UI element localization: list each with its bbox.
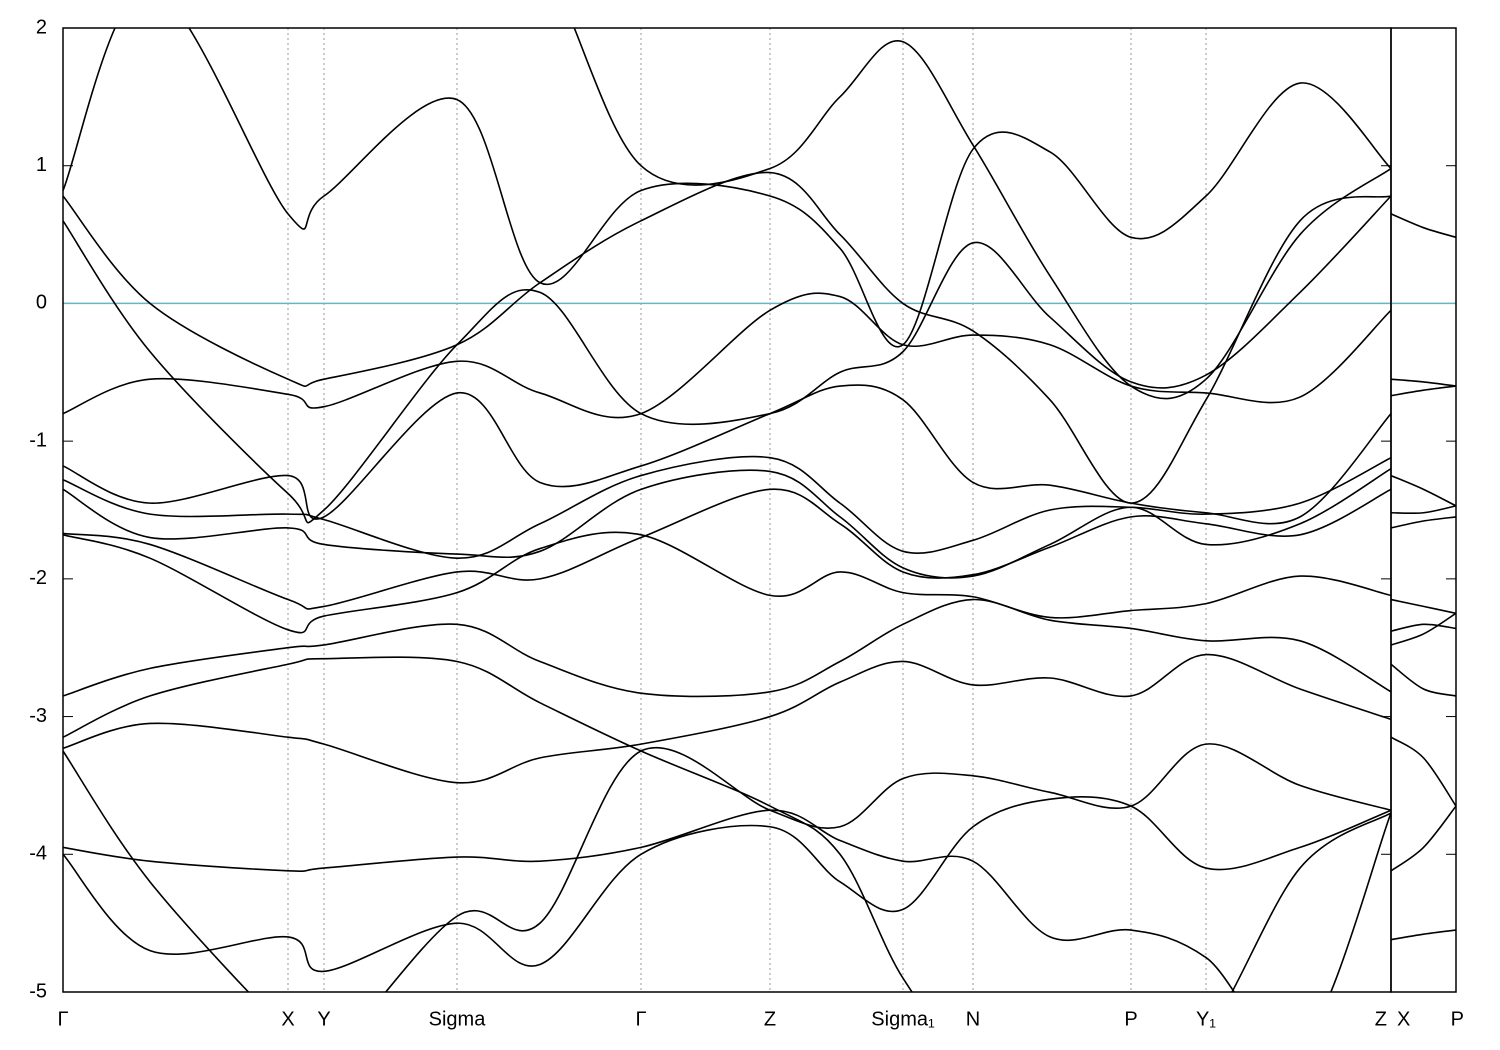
band-line	[63, 743, 1391, 992]
x-tick-label: Z	[764, 1008, 776, 1030]
x-tick-label: X	[281, 1008, 294, 1030]
band-line	[1391, 474, 1456, 507]
band-line	[1391, 663, 1456, 697]
band-line	[1391, 378, 1456, 387]
plot-frame	[1390, 27, 1457, 993]
band-line	[63, 598, 1391, 698]
y-tick-label: 0	[36, 292, 47, 314]
x-tick-label: P	[1451, 1008, 1464, 1030]
band-line	[1391, 929, 1456, 941]
band-line	[63, 653, 1391, 784]
plot-frame	[62, 27, 1392, 993]
y-tick-label: 1	[36, 154, 47, 176]
y-tick-label: -1	[29, 429, 47, 451]
band-line	[1391, 736, 1456, 807]
band-line	[63, 455, 1391, 560]
y-tick-label: 2	[36, 16, 47, 38]
band-line	[63, 488, 1391, 610]
band-line	[1391, 612, 1456, 646]
x-tick-label: Γ	[57, 1008, 68, 1030]
band-line	[1391, 623, 1456, 632]
band-line	[1391, 516, 1456, 529]
x-tick-label: Sigma₁	[871, 1008, 935, 1030]
x-tick-label: Γ	[635, 1008, 646, 1030]
y-tick-label: -3	[29, 705, 47, 727]
band-line	[1391, 385, 1456, 397]
band-line	[1391, 213, 1456, 239]
x-tick-label: X	[1397, 1008, 1410, 1030]
x-tick-label: Z	[1375, 1008, 1387, 1030]
x-tick-label: Y	[317, 1008, 330, 1030]
band-line	[63, 809, 1391, 992]
y-tick-label: -2	[29, 567, 47, 589]
band-line	[63, 468, 1391, 579]
band-line	[63, 28, 1391, 348]
y-tick-label: -5	[29, 980, 47, 1002]
x-tick-label: N	[966, 1008, 980, 1030]
band-line	[1391, 505, 1456, 515]
y-tick-label: -4	[29, 843, 47, 865]
band-line	[63, 796, 1391, 973]
band-line	[1391, 598, 1456, 615]
x-tick-label: P	[1124, 1008, 1137, 1030]
bands	[1391, 213, 1456, 941]
band-line	[63, 171, 1391, 504]
bands	[63, 28, 1391, 992]
band-line	[63, 384, 1391, 525]
band-line	[573, 28, 1391, 400]
band-line	[63, 531, 1391, 634]
x-tick-label: Sigma	[429, 1008, 487, 1030]
band-line	[1391, 805, 1456, 872]
band-line	[63, 195, 1391, 524]
x-tick-label: Y₁	[1196, 1008, 1216, 1030]
band-line	[63, 656, 1391, 992]
band-line	[63, 292, 1391, 419]
